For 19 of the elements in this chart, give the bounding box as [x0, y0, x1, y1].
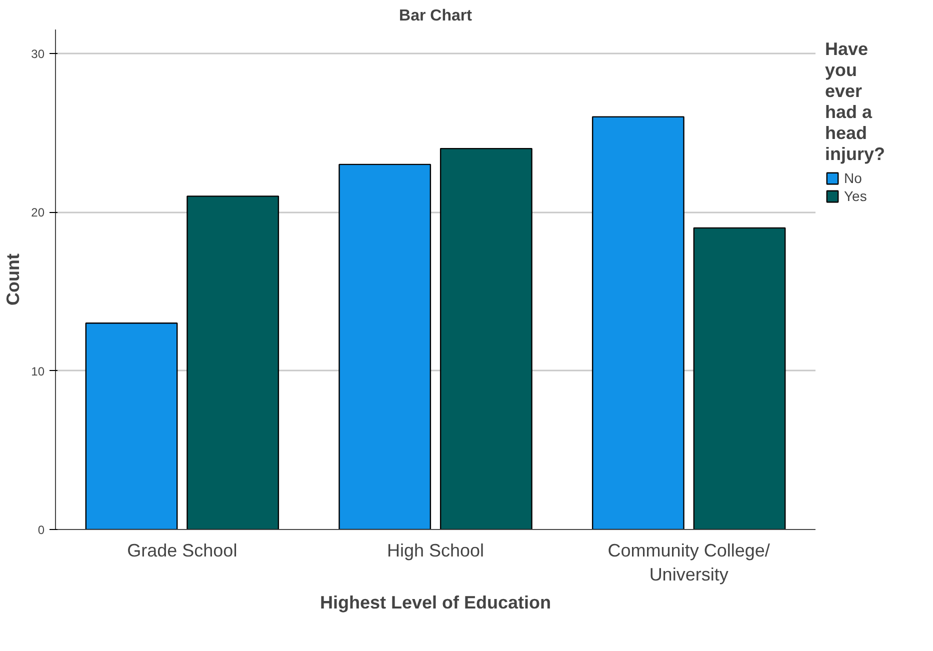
bar [693, 227, 786, 530]
y-axis-title: Count [3, 254, 24, 306]
y-tick-label: 30 [31, 46, 45, 61]
bar [85, 322, 178, 530]
x-tick-label: Community College/ University [608, 540, 770, 584]
legend-label: No [844, 170, 863, 186]
y-tick-label: 10 [31, 364, 45, 378]
legend-label: Yes [844, 188, 867, 204]
y-tick-label: 20 [31, 206, 45, 220]
x-tick-label: Grade School [127, 540, 238, 560]
chart-title: Bar Chart [399, 8, 473, 24]
bar [440, 148, 532, 530]
bar [338, 164, 432, 530]
x-tick-label: High School [386, 540, 484, 560]
bar [592, 116, 684, 530]
x-axis-title: Highest Level of Education [320, 592, 552, 612]
legend-title: Have you ever had a head injury? [825, 39, 886, 165]
y-tick-label: 0 [38, 523, 45, 537]
bar [186, 196, 280, 530]
